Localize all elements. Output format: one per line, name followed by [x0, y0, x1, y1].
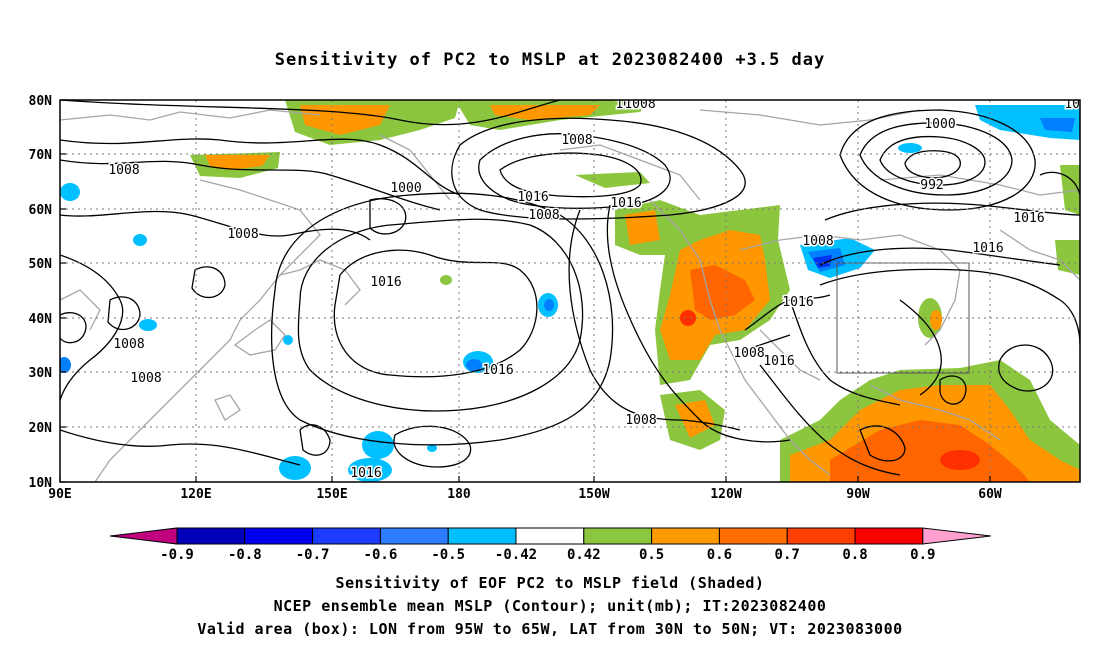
colorbar-segment	[854, 527, 924, 545]
contour-label: 1016	[1064, 97, 1095, 112]
lon-tick-label: 60W	[978, 487, 1002, 502]
latitude-axis: 80N 70N 60N 50N 40N 30N 20N 10N	[29, 94, 66, 491]
colorbar: -0.9 -0.8 -0.7 -0.6 -0.5 -0.42 0.42 0.5 0.6 0.7 0.…	[109, 527, 991, 563]
contour-label: 1016	[610, 196, 641, 211]
colorbar-label: -0.7	[296, 547, 330, 563]
contour-label: 1016	[370, 275, 401, 290]
colorbar-label: -0.9	[160, 547, 194, 563]
contour-label: 1000	[390, 181, 421, 196]
map-area: 1016100810081000100810161008101610081008…	[60, 97, 1095, 482]
lon-tick-label: 90E	[48, 487, 71, 502]
caption-line-2: NCEP ensemble mean MSLP (Contour); unit(…	[273, 597, 827, 615]
colorbar-segment	[786, 527, 856, 545]
contour-label: 1008	[227, 227, 258, 242]
map-frame	[59, 99, 1081, 483]
contour-label: 1016	[763, 354, 794, 369]
colorbar-label: 0.5	[639, 547, 664, 563]
lon-tick-label: 180	[447, 487, 471, 502]
coastlines	[60, 109, 1080, 482]
lat-tick-label: 10N	[29, 476, 53, 491]
contour-label: 1008	[625, 413, 656, 428]
colorbar-segment	[718, 527, 788, 545]
colorbar-label: 0.7	[775, 547, 800, 563]
colorbar-label: 0.9	[910, 547, 935, 563]
colorbar-label: -0.42	[495, 547, 537, 563]
colorbar-label: 0.6	[707, 547, 732, 563]
colorbar-segment	[312, 527, 381, 545]
colorbar-segment	[651, 527, 720, 545]
lat-tick-label: 70N	[29, 148, 53, 163]
colorbar-arrow-right	[922, 527, 991, 545]
contour-label: 1008	[113, 337, 144, 352]
colorbar-segment	[583, 527, 653, 545]
contour-label: 992	[920, 178, 943, 193]
lon-tick-label: 120W	[710, 487, 741, 502]
lat-tick-label: 30N	[29, 366, 53, 381]
contour-label: 1016	[517, 190, 548, 205]
contour-label: 1008	[130, 371, 161, 386]
valid-area-box	[836, 262, 970, 374]
colorbar-label: -0.8	[228, 547, 262, 563]
longitude-axis: 90E 120E 150E 180 150W 120W 90W 60W	[48, 476, 1002, 502]
contour-label: 1008	[108, 163, 139, 178]
colorbar-label: 0.8	[842, 547, 867, 563]
lat-tick-label: 80N	[29, 94, 53, 109]
colorbar-label: -0.5	[431, 547, 465, 563]
contour-label: 1008	[733, 346, 764, 361]
contour-label: 1008	[561, 133, 592, 148]
contour-label: 1016	[972, 241, 1003, 256]
lon-tick-label: 150W	[578, 487, 609, 502]
mslp-contours	[60, 100, 1080, 476]
chart-title: Sensitivity of PC2 to MSLP at 2023082400…	[274, 50, 826, 70]
caption-line-3: Valid area (box): LON from 95W to 65W, L…	[197, 620, 903, 638]
colorbar-label: -0.6	[364, 547, 398, 563]
colorbar-arrow-left	[109, 527, 178, 545]
contour-label: 1016	[1013, 211, 1044, 226]
colorbar-label: 0.42	[567, 547, 601, 563]
lon-tick-label: 120E	[180, 487, 211, 502]
contour-label: 1008	[528, 208, 559, 223]
lat-tick-label: 50N	[29, 257, 53, 272]
lat-tick-label: 60N	[29, 203, 53, 218]
lat-tick-label: 20N	[29, 421, 53, 436]
contour-label: 1016	[615, 97, 646, 112]
colorbar-segment	[447, 527, 517, 545]
colorbar-segment	[176, 527, 246, 545]
lat-tick-label: 40N	[29, 312, 53, 327]
colorbar-segment	[515, 527, 585, 545]
graticule	[60, 100, 1080, 482]
caption-line-1: Sensitivity of EOF PC2 to MSLP field (Sh…	[335, 574, 765, 592]
lon-tick-label: 150E	[316, 487, 347, 502]
lon-tick-label: 90W	[846, 487, 870, 502]
contour-label: 1000	[924, 117, 955, 132]
contour-label: 1008	[624, 97, 655, 112]
contour-label: 1008	[802, 234, 833, 249]
contour-labels: 1016100810081000100810161008101610081008…	[107, 97, 1095, 482]
colorbar-segment	[379, 527, 449, 545]
contour-label: 1016	[482, 363, 513, 378]
shaded-sensitivity	[60, 100, 1080, 482]
contour-label: 1016	[350, 466, 381, 481]
contour-label: 1016	[782, 295, 813, 310]
colorbar-segment	[244, 527, 314, 545]
